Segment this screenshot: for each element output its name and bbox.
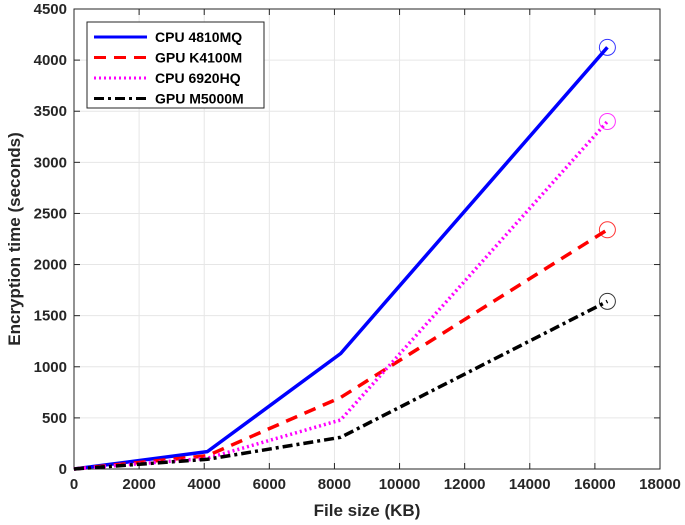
legend-label: GPU K4100M	[155, 50, 242, 66]
plot-area	[73, 8, 661, 470]
x-tick-label: 8000	[318, 476, 351, 493]
series-line	[73, 299, 609, 471]
x-tick-label: 14000	[509, 476, 551, 493]
series-cpu-6920hq	[73, 112, 616, 471]
axis-ticks: 0 2000 4000 6000 8000 10000 12000 14000 16000 180…	[34, 1, 681, 493]
legend-item: GPU M5000M	[94, 91, 244, 107]
series-line	[73, 228, 609, 471]
y-tick-label: 500	[42, 410, 67, 427]
end-marker-circle	[598, 112, 616, 130]
y-tick-label: 4000	[34, 52, 67, 69]
x-tick-label: 18000	[639, 476, 681, 493]
y-tick-label: 3000	[34, 154, 67, 171]
x-tick-label: 0	[70, 476, 78, 493]
y-tick-label: 1000	[34, 359, 67, 376]
y-tick-label: 2000	[34, 257, 67, 274]
x-tick-label: 12000	[444, 476, 486, 493]
legend-item: CPU 4810MQ	[94, 29, 242, 45]
legend-item: GPU K4100M	[94, 50, 242, 66]
x-axis-label: File size (KB)	[314, 501, 421, 520]
end-marker-circle	[598, 38, 616, 56]
x-tick-label: 16000	[574, 476, 616, 493]
legend: CPU 4810MQ GPU K4100M CPU 6920HQ GPU M5000M	[86, 21, 265, 109]
series-gpu-k4100m	[73, 221, 616, 471]
y-tick-label: 0	[59, 461, 67, 478]
end-marker-circle	[598, 292, 616, 310]
y-tick-label: 3500	[34, 103, 67, 120]
y-tick-label: 2500	[34, 205, 67, 222]
legend-label: CPU 6920HQ	[155, 70, 241, 86]
series-line	[73, 120, 609, 471]
x-tick-label: 10000	[379, 476, 421, 493]
y-tick-label: 4500	[34, 1, 67, 18]
end-marker-circle	[598, 221, 616, 239]
legend-item: CPU 6920HQ	[94, 70, 241, 86]
x-tick-label: 4000	[188, 476, 221, 493]
series-cpu-4810mq	[73, 38, 616, 471]
legend-box	[86, 21, 265, 109]
legend-label: CPU 4810MQ	[155, 29, 242, 45]
y-axis-label: Encryption time (seconds)	[5, 132, 24, 345]
x-tick-label: 2000	[122, 476, 155, 493]
series-gpu-m5000m	[73, 292, 616, 471]
data-series	[73, 38, 616, 471]
series-line	[73, 46, 609, 471]
x-tick-label: 6000	[253, 476, 286, 493]
y-tick-label: 1500	[34, 308, 67, 325]
legend-label: GPU M5000M	[155, 91, 244, 107]
